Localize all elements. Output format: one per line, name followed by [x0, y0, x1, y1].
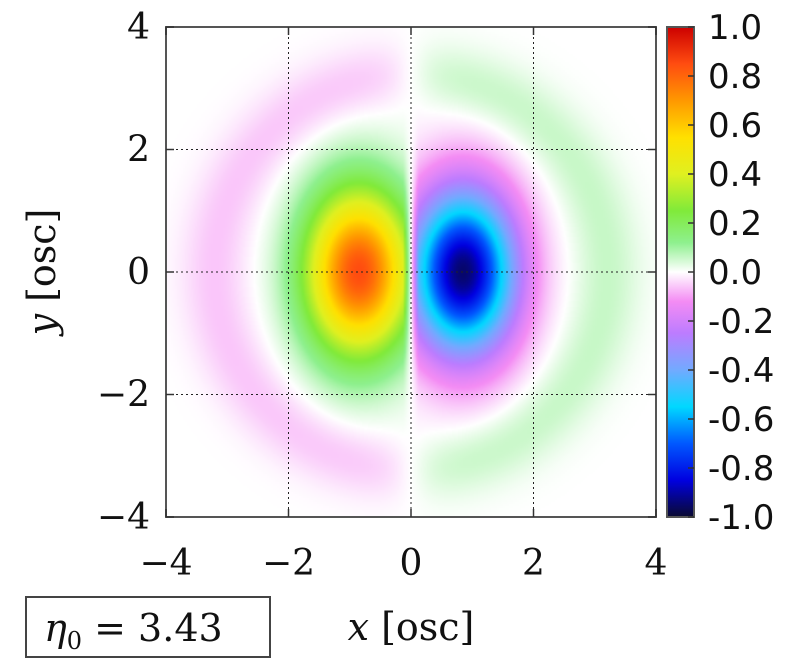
colorbar-tick-label: 0.2: [708, 204, 762, 244]
colorbar: 1.0 0.8 0.6 0.4 0.2 0.0 -0.2 -0.4 -0.6 -0.8 -1.0: [666, 8, 774, 538]
annotation-box: [25, 596, 271, 658]
colorbar-tick-label: -0.8: [708, 449, 774, 489]
colorbar-ticks: 1.0 0.8 0.6 0.4 0.2 0.0 -0.2 -0.4 -0.6 -0.8 -1.0: [688, 8, 774, 538]
y-tick-label: 2: [127, 130, 150, 171]
y-tick-label: −4: [97, 497, 150, 538]
x-axis-ticks: −4 −2 0 2 4: [139, 27, 667, 584]
colorbar-tick-label: 1.0: [708, 8, 762, 48]
grid: [166, 27, 656, 517]
annotation-subscript: 0: [67, 627, 82, 655]
x-axis-unit: [osc]: [381, 605, 474, 649]
colorbar-tick-label: -0.4: [708, 351, 774, 391]
x-tick-label: −4: [139, 543, 192, 584]
x-tick-label: −2: [262, 543, 315, 584]
x-axis-symbol: x: [348, 605, 369, 649]
y-tick-label: 4: [127, 7, 150, 48]
colorbar-tick-label: 0.6: [708, 106, 762, 146]
x-tick-label: 4: [645, 543, 668, 584]
y-tick-label: 0: [127, 252, 150, 293]
annotation-symbol: η: [44, 606, 67, 650]
x-axis-label: x [osc]: [348, 605, 475, 649]
x-tick-label: 2: [522, 543, 545, 584]
colorbar-tick-label: 0.0: [708, 253, 762, 293]
y-axis-ticks: −4 −2 0 2 4: [97, 7, 656, 538]
annotation-text: η0 = 3.43: [44, 606, 223, 655]
y-axis-symbol: y: [20, 313, 64, 337]
y-tick-label: −2: [97, 375, 150, 416]
annotation-value: = 3.43: [82, 606, 223, 650]
colorbar-tick-label: -0.2: [708, 302, 774, 342]
x-tick-label: 0: [400, 543, 423, 584]
colorbar-tick-label: -1.0: [708, 498, 774, 538]
colorbar-tick-label: -0.6: [708, 400, 774, 440]
parameter-annotation: η0 = 3.43: [25, 596, 271, 658]
y-axis-unit: [osc]: [20, 209, 64, 302]
colorbar-tick-label: 0.4: [708, 155, 762, 195]
y-axis-label: y [osc]: [20, 209, 64, 338]
colorbar-tick-label: 0.8: [708, 57, 762, 97]
